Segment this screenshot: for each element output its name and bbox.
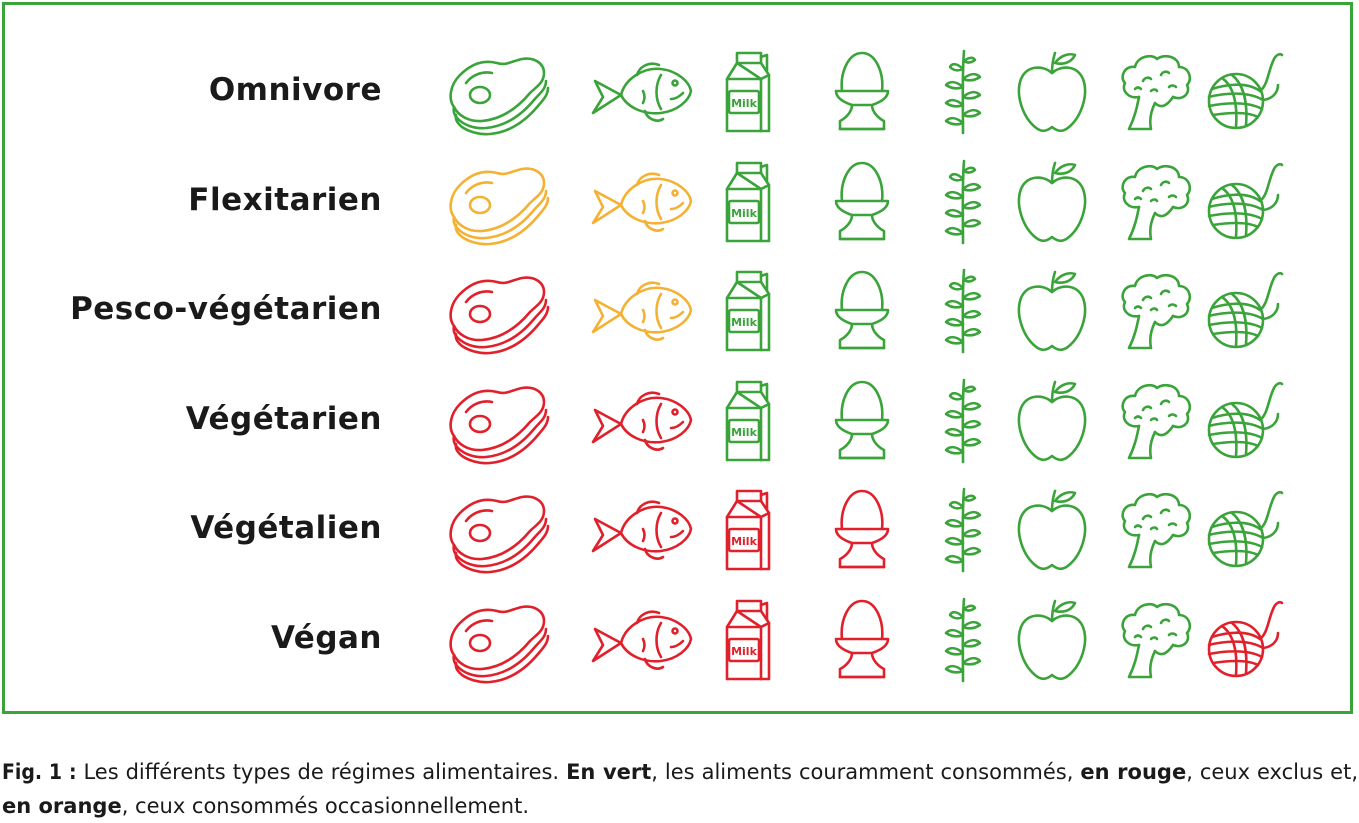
apple-icon	[997, 483, 1107, 575]
broccoli-icon	[1099, 155, 1209, 247]
diet-row: Végétarien Milk	[5, 365, 1356, 474]
caption-figure-number: Fig. 1 :	[2, 760, 77, 784]
yarn-ball-icon	[1188, 155, 1298, 247]
steak-icon	[442, 264, 552, 356]
apple-icon	[997, 155, 1107, 247]
egg-cup-icon	[806, 155, 916, 247]
caption-red: en rouge	[1080, 760, 1187, 784]
egg-cup-icon	[806, 264, 916, 356]
diet-row: Flexitarien Milk	[5, 146, 1356, 255]
diet-label: Omnivore	[208, 72, 382, 108]
diet-row: Végan Milk	[5, 584, 1356, 693]
diet-label: Végétarien	[185, 400, 382, 437]
milk-carton-icon: Milk	[703, 155, 813, 247]
broccoli-icon	[1099, 593, 1209, 685]
milk-carton-icon: Milk	[703, 593, 813, 685]
herb-sprig-icon	[908, 264, 1018, 356]
herb-sprig-icon	[908, 45, 1018, 137]
milk-carton-icon: Milk	[703, 483, 813, 575]
diet-label: Végan	[271, 619, 382, 656]
fish-icon	[585, 264, 695, 356]
steak-icon	[442, 374, 552, 466]
svg-text:Milk: Milk	[731, 316, 757, 329]
svg-text:Milk: Milk	[731, 426, 757, 439]
egg-cup-icon	[806, 45, 916, 137]
herb-sprig-icon	[908, 483, 1018, 575]
yarn-ball-icon	[1188, 593, 1298, 685]
yarn-ball-icon	[1188, 45, 1298, 137]
apple-icon	[997, 374, 1107, 466]
steak-icon	[442, 155, 552, 247]
diet-row: Pesco-végétarien Milk	[5, 255, 1356, 364]
steak-icon	[442, 45, 552, 137]
diet-table-frame: Omnivore Milk Flexitarien Milk Pesco-végétar…	[2, 2, 1353, 714]
caption-text-3: , ceux exclus et,	[1186, 760, 1359, 784]
caption-text-1: Les différents types de régimes alimenta…	[76, 760, 567, 784]
herb-sprig-icon	[908, 155, 1018, 247]
yarn-ball-icon	[1188, 264, 1298, 356]
svg-text:Milk: Milk	[731, 207, 757, 220]
herb-sprig-icon	[908, 593, 1018, 685]
fish-icon	[585, 45, 695, 137]
milk-carton-icon: Milk	[703, 374, 813, 466]
fish-icon	[585, 483, 695, 575]
fish-icon	[585, 593, 695, 685]
yarn-ball-icon	[1188, 374, 1298, 466]
svg-text:Milk: Milk	[731, 645, 757, 658]
figure-caption: Fig. 1 : Les différents types de régimes…	[2, 755, 1358, 823]
caption-text-2: , les aliments couramment consommés,	[651, 760, 1081, 784]
broccoli-icon	[1099, 264, 1209, 356]
broccoli-icon	[1099, 483, 1209, 575]
egg-cup-icon	[806, 374, 916, 466]
diet-label: Flexitarien	[188, 181, 382, 218]
svg-text:Milk: Milk	[731, 535, 757, 548]
caption-green: En vert	[566, 760, 652, 784]
herb-sprig-icon	[908, 374, 1018, 466]
steak-icon	[442, 593, 552, 685]
fish-icon	[585, 155, 695, 247]
apple-icon	[997, 593, 1107, 685]
broccoli-icon	[1099, 45, 1209, 137]
apple-icon	[997, 45, 1107, 137]
yarn-ball-icon	[1188, 483, 1298, 575]
caption-orange: en orange	[2, 794, 122, 818]
milk-carton-icon: Milk	[703, 45, 813, 137]
steak-icon	[442, 483, 552, 575]
egg-cup-icon	[806, 483, 916, 575]
diet-row: Végétalien Milk	[5, 474, 1356, 583]
caption-text-4: , ceux consommés occasionnellement.	[121, 794, 530, 818]
diet-row: Omnivore Milk	[5, 36, 1356, 145]
diet-label: Pesco-végétarien	[70, 291, 382, 327]
svg-text:Milk: Milk	[731, 97, 757, 110]
apple-icon	[997, 264, 1107, 356]
broccoli-icon	[1099, 374, 1209, 466]
egg-cup-icon	[806, 593, 916, 685]
fish-icon	[585, 374, 695, 466]
milk-carton-icon: Milk	[703, 264, 813, 356]
diet-label: Végétalien	[190, 510, 382, 546]
